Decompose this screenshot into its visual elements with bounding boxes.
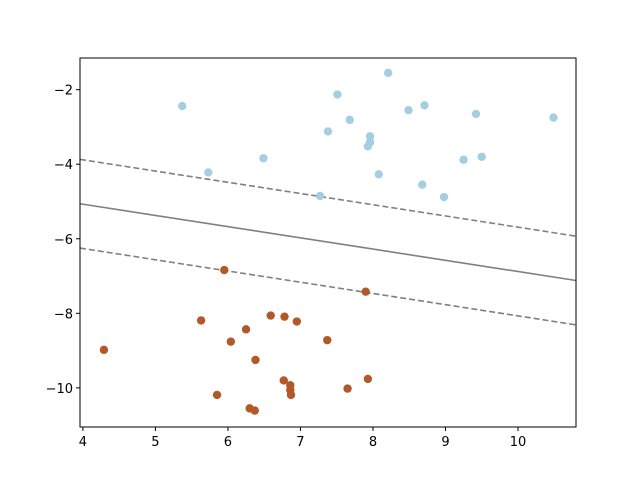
data-point bbox=[420, 101, 429, 110]
y-tick-label: −2 bbox=[54, 84, 73, 99]
data-point bbox=[251, 355, 260, 365]
data-point bbox=[292, 317, 302, 326]
x-tick-label: 7 bbox=[296, 435, 304, 450]
data-point bbox=[549, 113, 558, 122]
data-point bbox=[315, 191, 325, 201]
data-point bbox=[99, 345, 109, 355]
y-tick-label: −6 bbox=[54, 233, 73, 248]
decision-boundary-line bbox=[79, 202, 577, 282]
x-axis: 4 5 6 7 8 9 10 bbox=[79, 427, 527, 450]
data-point bbox=[241, 325, 251, 334]
data-point bbox=[178, 101, 187, 111]
data-point bbox=[383, 68, 393, 78]
data-point bbox=[361, 287, 370, 296]
x-tick-label: 5 bbox=[151, 435, 159, 450]
data-point bbox=[365, 138, 375, 147]
data-point bbox=[220, 265, 229, 275]
data-point bbox=[404, 105, 413, 115]
data-point bbox=[363, 374, 373, 384]
data-point bbox=[196, 316, 206, 325]
data-point bbox=[280, 312, 289, 321]
data-point bbox=[333, 90, 342, 99]
data-point bbox=[286, 390, 296, 400]
x-tick-label: 8 bbox=[369, 435, 377, 450]
data-point bbox=[365, 132, 375, 141]
data-point bbox=[212, 390, 222, 400]
data-point bbox=[279, 376, 288, 385]
data-point bbox=[266, 311, 275, 320]
data-point bbox=[259, 154, 268, 163]
x-tick-label: 6 bbox=[224, 435, 232, 450]
data-point bbox=[250, 406, 259, 415]
y-tick-label: −10 bbox=[46, 382, 73, 397]
data-point bbox=[471, 109, 481, 119]
data-point bbox=[343, 384, 352, 393]
data-point bbox=[439, 192, 449, 202]
margin-lower-line bbox=[79, 247, 577, 326]
x-tick-label: 9 bbox=[441, 435, 449, 450]
data-point bbox=[345, 115, 354, 125]
x-tick-label: 10 bbox=[510, 435, 527, 450]
points-layer bbox=[99, 68, 558, 415]
plot-frame bbox=[79, 57, 577, 428]
data-point bbox=[418, 180, 427, 189]
lines-layer bbox=[79, 158, 577, 326]
margin-upper-line bbox=[79, 158, 577, 237]
x-tick-label: 4 bbox=[79, 435, 87, 450]
data-point bbox=[323, 127, 333, 136]
data-point bbox=[226, 337, 236, 346]
y-axis: −2 −4 −6 −8 −10 bbox=[46, 84, 80, 397]
data-point bbox=[374, 170, 383, 179]
y-tick-label: −8 bbox=[54, 307, 73, 322]
data-point bbox=[323, 335, 332, 345]
y-tick-label: −4 bbox=[54, 158, 73, 173]
data-point bbox=[204, 168, 213, 177]
data-point bbox=[477, 152, 486, 161]
data-point bbox=[459, 155, 468, 164]
